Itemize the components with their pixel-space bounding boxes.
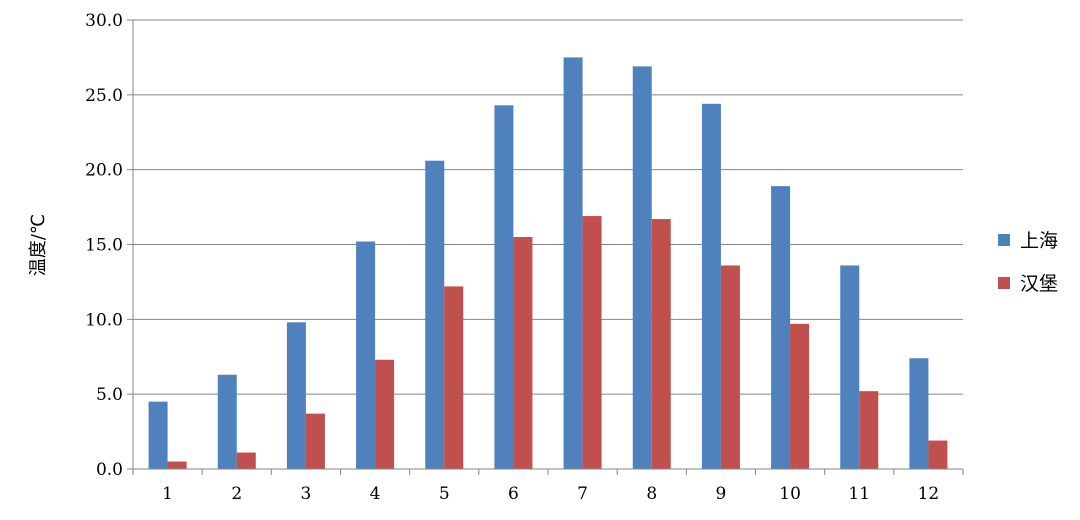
x-tick-label: 3 [301,484,312,504]
bar [236,452,256,469]
x-tick-label: 6 [508,484,519,504]
bars [148,57,948,470]
y-tick-label: 25.0 [85,86,123,106]
tick-labels: 0.05.010.015.020.025.030.01 2 3 4 5 6 7 8 9 10 11 1… [85,11,939,504]
bar [286,322,306,469]
x-tick-label: 10 [779,484,801,504]
gridlines [133,19,963,395]
bar [375,359,395,469]
x-tick-label: 12 [918,484,940,504]
bar [356,241,376,469]
bar [909,358,929,469]
axes [127,19,964,475]
bar [720,265,740,469]
bar [148,401,168,469]
y-tick-label: 5.0 [96,385,123,405]
bar [494,105,514,469]
x-tick-label: 9 [716,484,727,504]
y-tick-label: 30.0 [85,11,123,31]
x-tick-label: 4 [370,484,381,504]
legend-label: 汉堡 [1020,273,1058,295]
legend-swatch [998,277,1010,289]
x-tick-label: 5 [439,484,450,504]
x-tick-label: 8 [646,484,657,504]
bar [425,160,445,470]
x-tick-label: 7 [577,484,588,504]
x-tick-label: 1 [162,484,173,504]
y-tick-label: 10.0 [85,310,123,330]
x-tick-label: 11 [848,484,870,504]
bar [651,219,671,469]
bar [563,57,583,470]
bar [444,286,464,469]
x-tick-label: 2 [231,484,242,504]
bar [701,103,721,470]
bar [859,391,879,469]
bar [582,216,602,469]
bar [305,413,325,469]
bar [632,66,652,469]
y-tick-label: 20.0 [85,161,123,181]
y-tick-label: 0.0 [96,460,123,480]
y-tick-label: 15.0 [85,236,123,256]
bar [167,461,187,469]
bar [771,186,791,469]
bar [217,374,237,469]
y-axis-title: 温度/℃ [28,214,49,276]
bar [928,440,948,469]
legend-label: 上海 [1020,230,1058,252]
bar [790,323,810,469]
bar [513,237,533,469]
bar [840,265,860,469]
legend-swatch [998,234,1010,246]
